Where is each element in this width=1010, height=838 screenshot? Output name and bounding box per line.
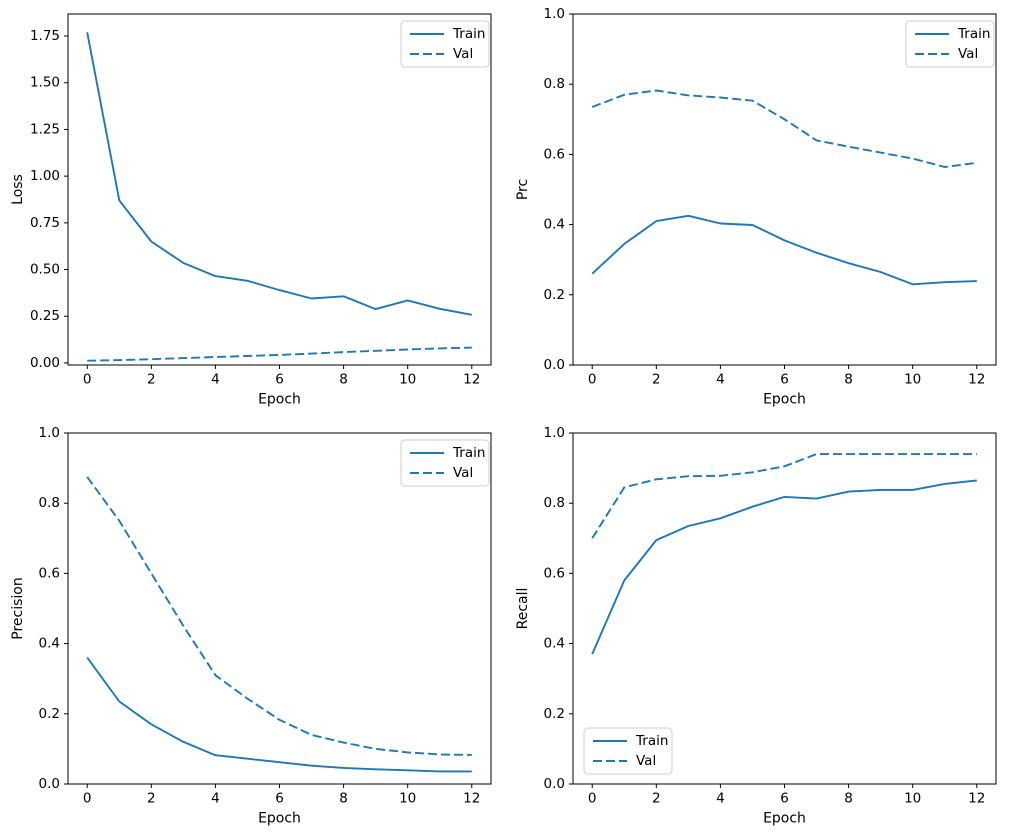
legend-train-label: Train bbox=[452, 445, 485, 461]
y-axis-label: Precision bbox=[10, 577, 26, 639]
chart-prc: 0 2 4 6 8 10 12 0.0 0.2 0.4 0.6 0.8 1.0 Epoch Prc Train… bbox=[515, 6, 997, 408]
y-tick-label: 0.8 bbox=[39, 495, 60, 511]
x-tick-label: 8 bbox=[844, 791, 853, 807]
val-series-line bbox=[591, 89, 977, 168]
y-tick-label: 0.8 bbox=[544, 495, 565, 511]
legend-box bbox=[905, 20, 995, 68]
legend-box bbox=[400, 20, 490, 68]
y-tick-label: 0.2 bbox=[544, 706, 565, 722]
x-axis-label: Epoch bbox=[258, 392, 301, 408]
legend-train-label: Train bbox=[957, 26, 990, 42]
y-tick-label: 0.4 bbox=[544, 217, 565, 233]
legend-train-label: Train bbox=[635, 733, 668, 749]
y-tick-label: 1.75 bbox=[30, 28, 60, 44]
x-tick-label: 6 bbox=[780, 372, 789, 388]
x-tick-label: 12 bbox=[463, 791, 480, 807]
chart-loss: 0 2 4 6 8 10 12 0.00 0.25 0.50 0.75 1.00 1.25 1.50 1.7… bbox=[10, 13, 492, 408]
x-tick-label: 12 bbox=[968, 372, 985, 388]
x-tick-label: 10 bbox=[399, 791, 416, 807]
y-tick-label: 0.2 bbox=[39, 706, 60, 722]
y-tick-label: 1.0 bbox=[39, 425, 60, 441]
x-tick-label: 12 bbox=[968, 791, 985, 807]
x-tick-label: 8 bbox=[844, 372, 853, 388]
x-tick-label: 4 bbox=[716, 372, 725, 388]
chart-recall: 0 2 4 6 8 10 12 0.0 0.2 0.4 0.6 0.8 1.0 Epoch Recall Tr… bbox=[515, 425, 997, 827]
y-tick-label: 0.75 bbox=[30, 215, 60, 231]
legend-box bbox=[583, 727, 673, 775]
x-axis-label: Epoch bbox=[763, 392, 806, 408]
y-axis-label: Recall bbox=[515, 588, 531, 630]
y-tick-label: 1.0 bbox=[544, 425, 565, 441]
y-tick-label: 0.4 bbox=[544, 636, 565, 652]
chart-precision: 0 2 4 6 8 10 12 0.0 0.2 0.4 0.6 0.8 1.0 Epoch Precisio… bbox=[10, 425, 492, 827]
train-series-line bbox=[86, 32, 472, 316]
val-series-line bbox=[86, 476, 472, 756]
x-tick-label: 10 bbox=[904, 372, 921, 388]
y-tick-label: 0.6 bbox=[544, 146, 565, 162]
x-tick-label: 12 bbox=[463, 372, 480, 388]
x-tick-label: 4 bbox=[211, 372, 220, 388]
x-tick-label: 8 bbox=[339, 372, 348, 388]
legend-val-label: Val bbox=[453, 46, 473, 62]
x-tick-label: 0 bbox=[588, 372, 597, 388]
x-tick-label: 6 bbox=[780, 791, 789, 807]
x-tick-label: 0 bbox=[588, 791, 597, 807]
legend-val-label: Val bbox=[958, 46, 978, 62]
legend-box bbox=[400, 439, 490, 487]
legend-val-label: Val bbox=[453, 465, 473, 481]
x-tick-label: 2 bbox=[147, 372, 156, 388]
y-tick-label: 0.8 bbox=[544, 76, 565, 92]
x-tick-label: 4 bbox=[211, 791, 220, 807]
y-tick-label: 0.0 bbox=[544, 776, 565, 792]
y-tick-label: 0.25 bbox=[30, 308, 60, 324]
x-tick-label: 10 bbox=[399, 372, 416, 388]
y-tick-label: 0.0 bbox=[544, 357, 565, 373]
train-series-line bbox=[591, 479, 977, 655]
y-tick-label: 0.6 bbox=[544, 565, 565, 581]
x-tick-label: 0 bbox=[83, 791, 92, 807]
x-axis-label: Epoch bbox=[258, 811, 301, 827]
x-axis-label: Epoch bbox=[763, 811, 806, 827]
val-series-line bbox=[591, 453, 977, 539]
y-axis-label: Prc bbox=[515, 179, 531, 200]
x-tick-label: 2 bbox=[652, 372, 661, 388]
y-tick-label: 0.50 bbox=[30, 262, 60, 278]
x-tick-label: 2 bbox=[652, 791, 661, 807]
y-tick-label: 1.00 bbox=[30, 168, 60, 184]
y-axis-label: Loss bbox=[10, 174, 26, 205]
legend-val-label: Val bbox=[636, 753, 656, 769]
x-tick-label: 4 bbox=[716, 791, 725, 807]
y-tick-label: 0.00 bbox=[30, 355, 60, 371]
y-tick-label: 0.2 bbox=[544, 287, 565, 303]
x-tick-label: 6 bbox=[275, 372, 284, 388]
val-series-line bbox=[87, 346, 472, 362]
legend-train-label: Train bbox=[452, 26, 485, 42]
x-tick-label: 10 bbox=[904, 791, 921, 807]
train-series-line bbox=[591, 214, 977, 286]
y-tick-label: 0.6 bbox=[39, 565, 60, 581]
y-tick-label: 0.4 bbox=[39, 636, 60, 652]
y-tick-label: 1.0 bbox=[544, 6, 565, 22]
y-tick-label: 1.50 bbox=[30, 75, 60, 91]
x-tick-label: 0 bbox=[83, 372, 92, 388]
x-tick-label: 8 bbox=[339, 791, 348, 807]
x-tick-label: 2 bbox=[147, 791, 156, 807]
x-tick-label: 6 bbox=[275, 791, 284, 807]
y-tick-label: 0.0 bbox=[39, 776, 60, 792]
train-series-line bbox=[86, 657, 472, 773]
y-tick-label: 1.25 bbox=[30, 121, 60, 137]
